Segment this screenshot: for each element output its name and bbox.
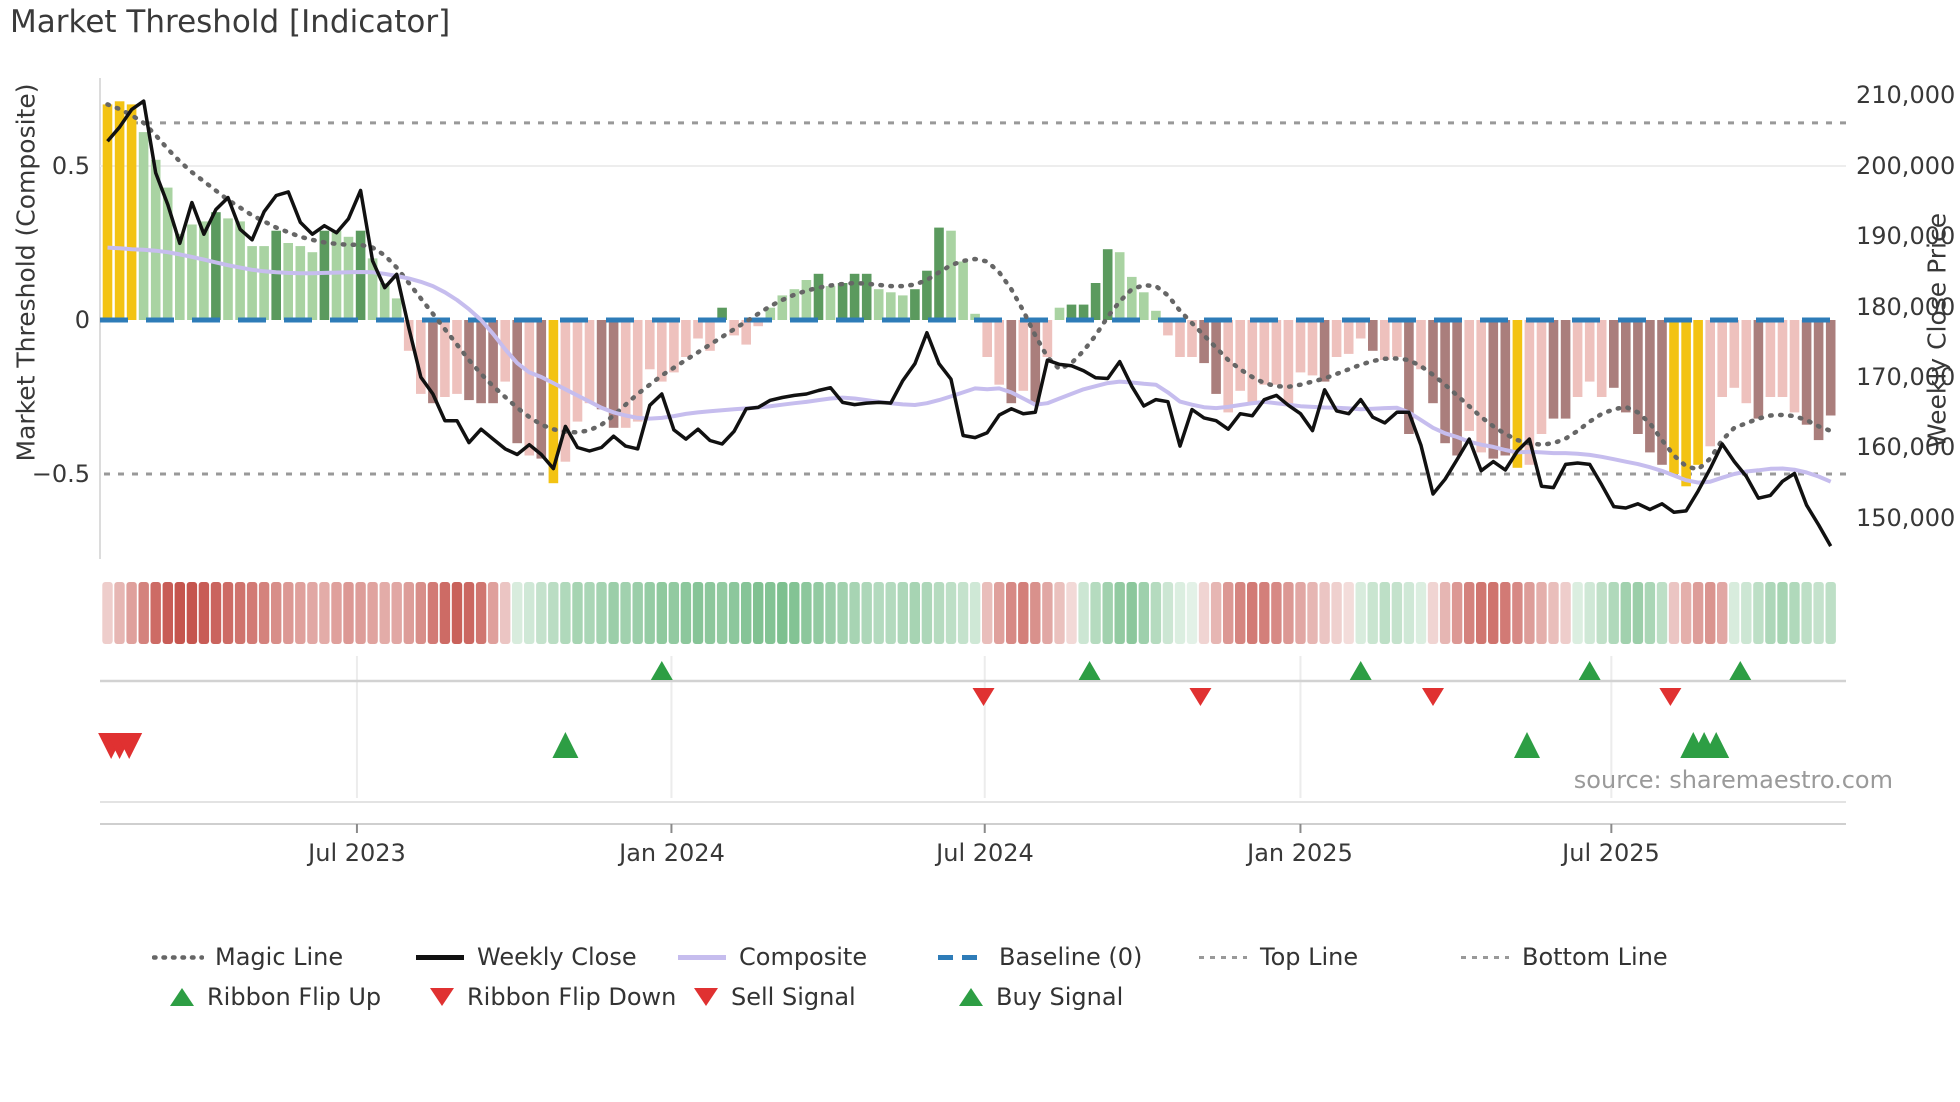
right-tick-150000: 150,000 <box>1856 504 1956 532</box>
legend-item-ribbon-flip-down: Ribbon Flip Down <box>428 981 676 1013</box>
right-tick-200000: 200,000 <box>1856 152 1956 180</box>
legend-label: Weekly Close <box>477 943 637 971</box>
x-tick-jan-2024: Jan 2024 <box>619 839 725 867</box>
left-tick-0_5: 0.5 <box>51 152 90 180</box>
green-up-triangle-icon <box>959 988 983 1006</box>
x-tick-jan-2025: Jan 2025 <box>1247 839 1353 867</box>
bottom-line-swatch-icon <box>1461 955 1509 959</box>
source-credit: source: sharemaestro.com <box>1573 766 1893 794</box>
legend-label: Ribbon Flip Down <box>467 983 677 1011</box>
x-tick-jul-2025: Jul 2025 <box>1562 839 1660 867</box>
legend-item-bottom-line: Bottom Line <box>1459 941 1668 973</box>
ribbon-flip-down-markers <box>972 688 1682 706</box>
chart-title: Market Threshold [Indicator] <box>10 4 451 40</box>
x-tick-jul-2024: Jul 2024 <box>936 839 1034 867</box>
threshold-bars <box>102 101 1836 487</box>
ribbon-flip-up-markers <box>650 661 1752 680</box>
legend-item-baseline: Baseline (0) <box>936 941 1142 973</box>
buy-signal-markers <box>552 732 1730 758</box>
red-down-triangle-icon <box>694 988 718 1006</box>
legend-label: Top Line <box>1260 943 1359 971</box>
legend-label: Composite <box>739 943 868 971</box>
legend-item-top-line: Top Line <box>1197 941 1358 973</box>
top-bottom-guide-lines <box>104 121 1846 476</box>
legend-label: Sell Signal <box>731 983 856 1011</box>
weekly-close-line <box>106 99 1833 547</box>
baseline-swatch-icon <box>938 954 986 960</box>
top-line-swatch-icon <box>1199 955 1247 959</box>
left-tick-0: 0 <box>74 306 90 334</box>
magic-line-swatch-icon <box>152 954 204 960</box>
x-axis <box>100 801 1846 833</box>
legend-label: Buy Signal <box>996 983 1124 1011</box>
legend-item-ribbon-flip-up: Ribbon Flip Up <box>168 981 381 1013</box>
left-tick-neg0_5: −0.5 <box>31 460 90 488</box>
legend-label: Ribbon Flip Up <box>207 983 382 1011</box>
right-tick-190000: 190,000 <box>1856 222 1956 250</box>
green-up-triangle-icon <box>170 988 194 1006</box>
legend-item-weekly-close: Weekly Close <box>414 941 637 973</box>
right-tick-160000: 160,000 <box>1856 433 1956 461</box>
right-tick-170000: 170,000 <box>1856 363 1956 391</box>
legend-item-buy-signal: Buy Signal <box>957 981 1123 1013</box>
legend-item-composite: Composite <box>676 941 867 973</box>
right-tick-180000: 180,000 <box>1856 293 1956 321</box>
legend-label: Magic Line <box>215 943 344 971</box>
right-tick-210000: 210,000 <box>1856 81 1956 109</box>
legend-item-magic-line: Magic Line <box>152 941 343 973</box>
weekly-close-swatch-icon <box>416 954 464 960</box>
magic-line <box>105 102 1833 472</box>
legend-label: Baseline (0) <box>999 943 1143 971</box>
left-axis-label: Market Threshold (Composite) <box>11 83 41 462</box>
red-down-triangle-icon <box>430 988 454 1006</box>
legend-label: Bottom Line <box>1522 943 1668 971</box>
month-gridlines <box>355 656 1613 798</box>
x-tick-jul-2023: Jul 2023 <box>308 839 406 867</box>
legend-item-sell-signal: Sell Signal <box>692 981 856 1013</box>
composite-swatch-icon <box>678 954 726 960</box>
ribbon-heatmap <box>102 582 1836 644</box>
composite-line <box>107 245 1832 485</box>
sell-signal-markers <box>98 733 143 759</box>
